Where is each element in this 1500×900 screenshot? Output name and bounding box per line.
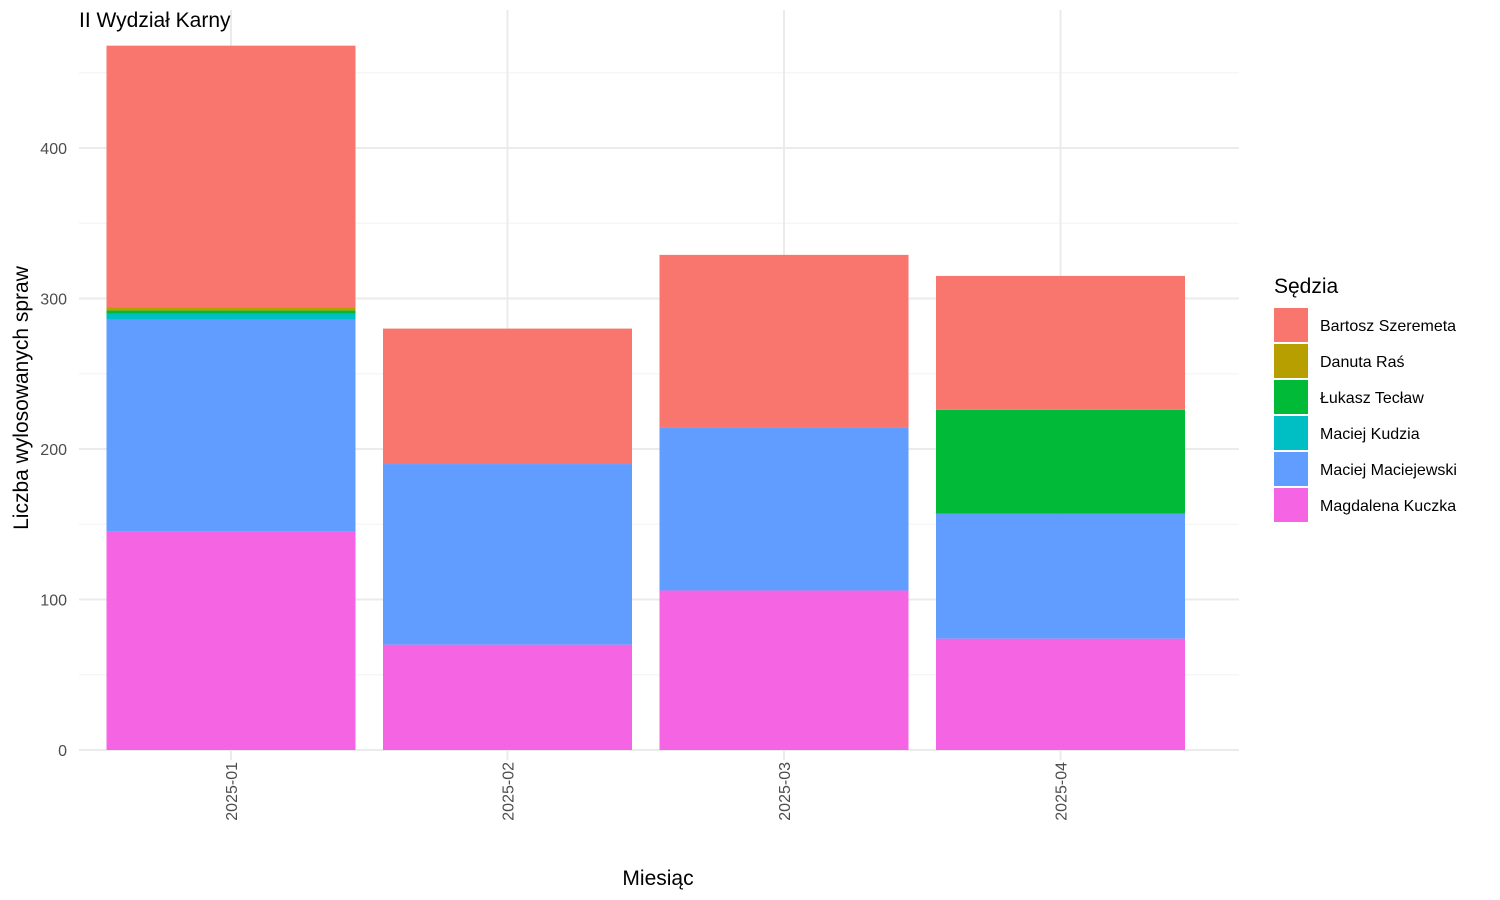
- y-axis: 0 100 200 300 400: [40, 141, 67, 760]
- y-axis-title: Liczba wylosowanych spraw: [10, 265, 33, 530]
- bar-segment: [659, 590, 909, 750]
- bar-segment: [383, 464, 632, 645]
- legend-title: Sędzia: [1274, 275, 1339, 298]
- bar-segment: [106, 313, 356, 320]
- bar-segment: [659, 254, 909, 428]
- bar-segment: [106, 45, 356, 308]
- legend-swatch: [1274, 380, 1308, 414]
- legend-swatch: [1274, 308, 1308, 342]
- bar-segment: [659, 427, 909, 591]
- x-tick-label: 2025-04: [1054, 762, 1071, 821]
- legend-swatch: [1274, 488, 1308, 522]
- y-tick-label: 0: [58, 743, 67, 760]
- legend-swatch: [1274, 344, 1308, 378]
- legend-label: Danuta Raś: [1320, 354, 1405, 371]
- x-tick-label: 2025-03: [777, 762, 794, 821]
- x-tick-label: 2025-01: [224, 762, 241, 821]
- chart-title: II Wydział Karny: [79, 9, 231, 32]
- legend: Sędzia Bartosz Szeremeta Danuta Raś Łukasz…: [1274, 275, 1457, 522]
- y-tick-label: 100: [40, 593, 67, 610]
- legend-label: Maciej Kudzia: [1320, 426, 1420, 443]
- bar-segment: [936, 275, 1185, 410]
- y-tick-label: 300: [40, 292, 67, 309]
- bar-segment: [936, 409, 1185, 514]
- legend-label: Magdalena Kuczka: [1320, 498, 1456, 515]
- bar-segment: [383, 644, 632, 750]
- bars: [106, 45, 1185, 750]
- x-tick-label: 2025-02: [501, 762, 518, 821]
- bar-segment: [106, 307, 356, 311]
- bar-segment: [936, 513, 1185, 639]
- legend-label: Maciej Maciejewski: [1320, 462, 1457, 479]
- legend-swatch: [1274, 416, 1308, 450]
- y-tick-label: 400: [40, 141, 67, 158]
- legend-swatch: [1274, 452, 1308, 486]
- bar-segment: [106, 531, 356, 750]
- x-axis: 2025-01 2025-02 2025-03 2025-04: [224, 762, 1071, 821]
- legend-label: Łukasz Tecław: [1320, 390, 1424, 407]
- x-axis-title: Miesiąc: [622, 867, 693, 890]
- bar-segment: [106, 310, 356, 314]
- bar-segment: [936, 638, 1185, 750]
- y-tick-label: 200: [40, 442, 67, 459]
- legend-label: Bartosz Szeremeta: [1320, 318, 1456, 335]
- bar-segment: [383, 328, 632, 465]
- bar-segment: [106, 319, 356, 532]
